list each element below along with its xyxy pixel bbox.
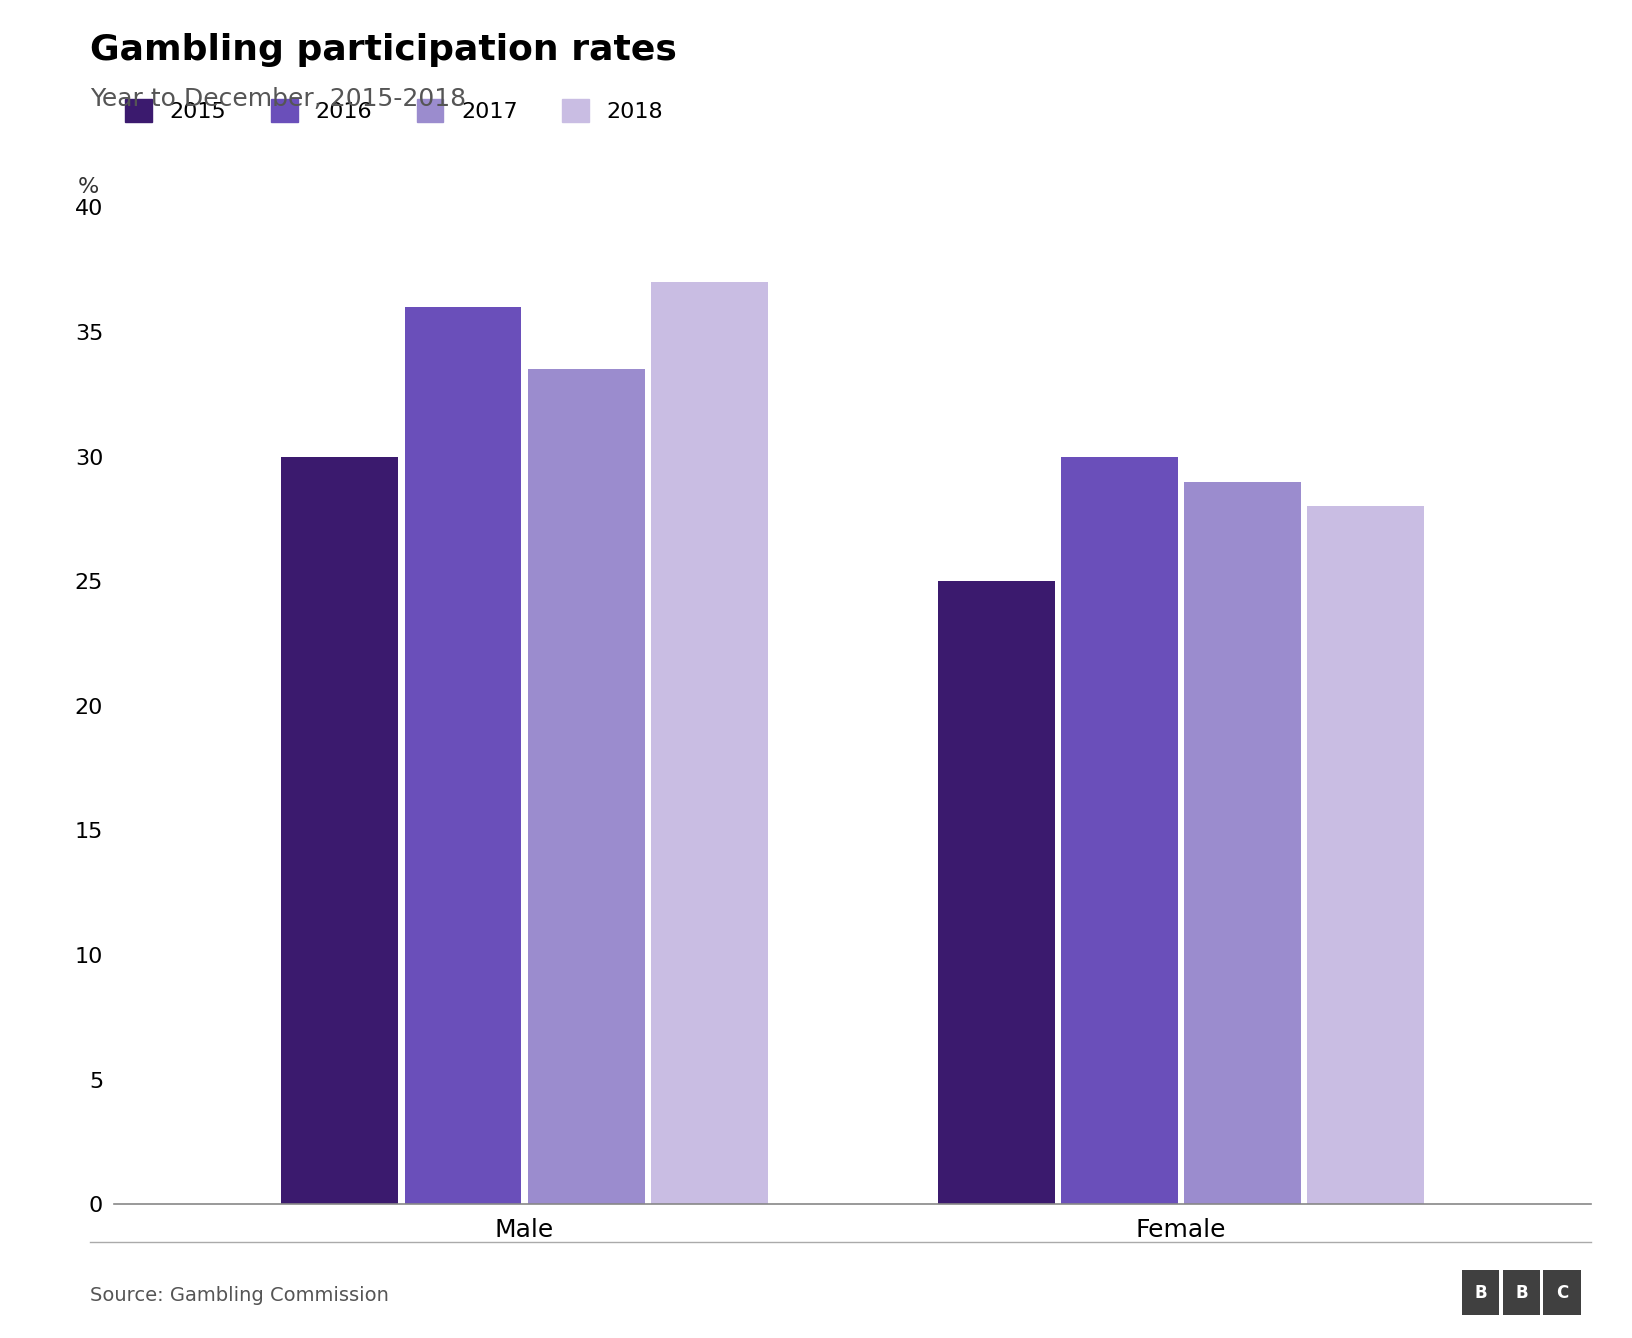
Text: B: B <box>1474 1283 1487 1302</box>
Bar <box>1503 1270 1541 1315</box>
Bar <box>1307 507 1425 1204</box>
Text: Year to December, 2015-2018: Year to December, 2015-2018 <box>90 87 465 111</box>
Bar <box>527 369 645 1204</box>
Bar <box>405 306 522 1204</box>
Text: Source: Gambling Commission: Source: Gambling Commission <box>90 1286 388 1305</box>
Bar <box>1061 456 1178 1204</box>
Text: B: B <box>1514 1283 1528 1302</box>
Bar <box>1544 1270 1581 1315</box>
Bar <box>1462 1270 1500 1315</box>
Bar <box>938 581 1054 1204</box>
Bar <box>1183 482 1301 1204</box>
Text: C: C <box>1555 1283 1568 1302</box>
Bar <box>281 456 398 1204</box>
Bar <box>651 282 767 1204</box>
Text: %: % <box>78 178 100 198</box>
Legend: 2015, 2016, 2017, 2018: 2015, 2016, 2017, 2018 <box>126 99 663 122</box>
Text: Gambling participation rates: Gambling participation rates <box>90 33 677 67</box>
